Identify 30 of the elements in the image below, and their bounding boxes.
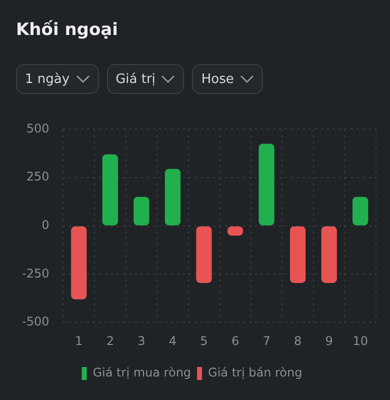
x-tick-label: 2 [106,334,114,348]
bar [164,168,181,226]
x-tick-label: 4 [168,334,177,348]
bar [102,154,118,226]
x-tick-label: 1 [75,334,83,348]
x-tick-label: 7 [262,334,270,348]
x-tick-label: 3 [138,334,146,348]
bar [258,144,274,226]
bar [290,226,306,283]
dropdown-field: 1 ngày [16,64,99,94]
bar [196,226,212,283]
legend-label: Giá trị bán ròng [208,366,302,380]
dropdown-field: Giá trị [106,64,184,94]
bar [352,196,368,226]
y-tick-label: -250 [22,266,50,280]
bar [134,196,150,226]
legend-label: Giá trị mua ròng [92,366,192,380]
dropdown-field: Hose [192,64,263,94]
x-tick-label: 8 [294,334,302,348]
y-tick-label: 0 [42,218,50,232]
y-tick-label: 500 [26,121,50,136]
x-tick-label: 6 [231,334,240,348]
chart-title: Khối ngoại [16,20,118,40]
x-tick-label: 9 [325,334,333,348]
x-tick-label: 5 [200,334,208,348]
y-tick-label: 250 [26,170,50,184]
x-tick-label: 10 [352,334,368,348]
bar [71,226,87,300]
bar [321,226,337,283]
y-tick-label: -500 [22,314,50,329]
